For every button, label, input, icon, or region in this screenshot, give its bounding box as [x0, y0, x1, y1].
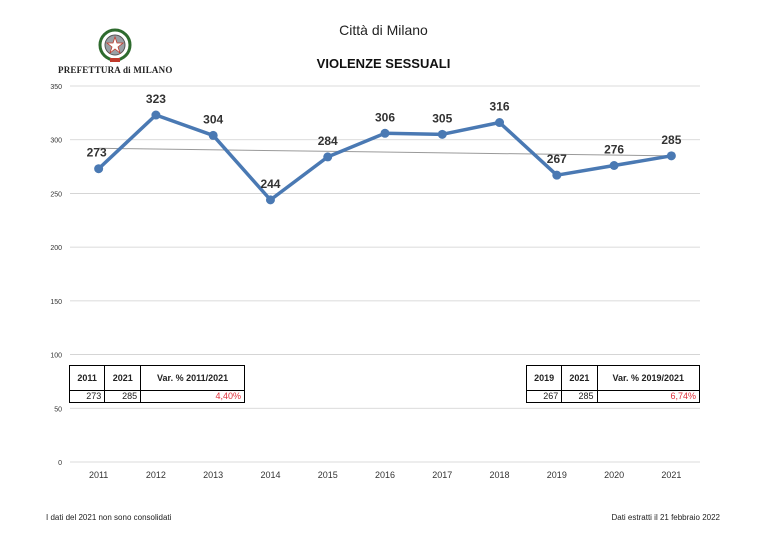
x-tick-label: 2011: [89, 470, 108, 480]
table-value-variation: 6,74%: [596, 390, 700, 403]
table-header-year-end: 2021: [561, 365, 598, 391]
data-point: [666, 151, 676, 161]
trendline: [98, 147, 672, 157]
x-tick-label: 2015: [318, 470, 338, 480]
x-tick-label: 2019: [547, 470, 567, 480]
table-header-variation: Var. % 2011/2021: [140, 365, 245, 391]
data-label: 316: [490, 100, 510, 114]
table-header-year-start: 2011: [68, 365, 106, 391]
table-value-start: 267: [525, 390, 563, 403]
x-tick-label: 2021: [661, 470, 681, 480]
x-tick-label: 2017: [432, 470, 452, 480]
data-point: [609, 160, 619, 170]
data-point: [323, 152, 333, 162]
data-point: [495, 118, 505, 128]
table-value-end: 285: [561, 390, 598, 403]
y-tick-label: 0: [58, 460, 62, 467]
prefettura-label: PREFETTURA di MILANO: [58, 65, 173, 75]
data-point: [208, 130, 218, 140]
data-label: 306: [375, 110, 395, 124]
x-tick-label: 2012: [146, 470, 166, 480]
table-value-end: 285: [104, 390, 142, 403]
variation-table-2019-2021: 2019 2021 Var. % 2019/2021 267 285 6,74%: [525, 365, 700, 403]
data-label: 284: [318, 134, 338, 148]
footer-note: I dati del 2021 non sono consolidati: [46, 513, 172, 522]
chart-title: VIOLENZE SESSUALI: [316, 56, 451, 71]
data-point: [151, 110, 161, 120]
data-label: 323: [146, 92, 166, 106]
y-tick-label: 100: [50, 353, 62, 360]
data-label: 304: [203, 112, 223, 126]
data-point: [552, 170, 562, 180]
variation-table-2011-2021: 2011 2021 Var. % 2011/2021 273 285 4,40%: [68, 365, 245, 403]
x-tick-label: 2018: [490, 470, 510, 480]
x-tick-label: 2014: [260, 470, 280, 480]
x-tick-label: 2013: [203, 470, 223, 480]
table-value-variation: 4,40%: [140, 390, 245, 403]
footer-extraction-date: Dati estratti il 21 febbraio 2022: [611, 513, 720, 522]
data-point: [380, 128, 390, 138]
data-label: 285: [661, 133, 681, 147]
page-title: Città di Milano: [339, 22, 428, 38]
y-tick-label: 350: [50, 84, 62, 91]
table-header-year-end: 2021: [104, 365, 142, 391]
table-value-start: 273: [68, 390, 106, 403]
y-tick-label: 300: [50, 138, 62, 145]
data-label: 267: [547, 152, 567, 166]
x-tick-label: 2016: [375, 470, 395, 480]
y-tick-label: 150: [50, 299, 62, 306]
y-tick-label: 200: [50, 245, 62, 252]
data-label: 276: [604, 142, 624, 156]
data-label: 244: [260, 177, 280, 191]
series-line: [97, 113, 672, 202]
table-header-year-start: 2019: [525, 365, 563, 391]
data-label: 273: [87, 146, 107, 160]
data-point: [437, 129, 447, 139]
data-point: [94, 164, 104, 174]
table-header-variation: Var. % 2019/2021: [596, 365, 700, 391]
data-label: 305: [432, 111, 452, 125]
y-tick-label: 250: [50, 191, 62, 198]
y-tick-label: 50: [54, 406, 62, 413]
italian-republic-emblem-icon: [96, 24, 134, 64]
x-tick-label: 2020: [604, 470, 624, 480]
data-point: [265, 195, 275, 205]
